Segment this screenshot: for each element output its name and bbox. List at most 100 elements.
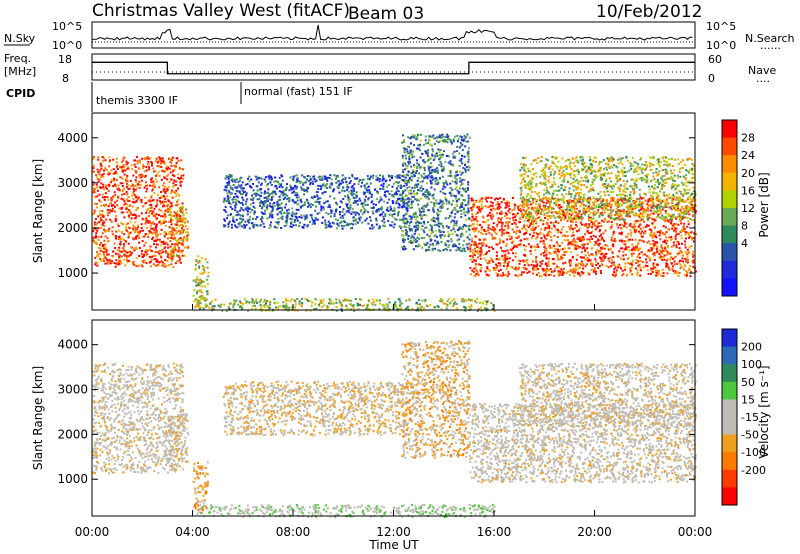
scatter-cell	[574, 245, 577, 248]
scatter-cell	[271, 309, 274, 312]
scatter-cell	[584, 248, 587, 251]
scatter-cell	[582, 244, 585, 247]
scatter-cell	[636, 269, 639, 272]
scatter-cell	[300, 188, 303, 191]
scatter-cell	[102, 254, 105, 257]
scatter-cell	[175, 189, 178, 192]
scatter-cell	[259, 224, 262, 227]
freq-label-top: Freq.	[4, 52, 31, 65]
scatter-cell	[367, 299, 370, 301]
scatter-cell	[106, 187, 109, 190]
scatter-cell	[176, 250, 179, 253]
scatter-cell	[261, 220, 263, 223]
scatter-cell	[175, 254, 178, 257]
scatter-cell	[130, 246, 133, 249]
scatter-cell	[455, 186, 458, 189]
scatter-cell	[597, 238, 599, 241]
scatter-cell	[160, 223, 163, 226]
scatter-cell	[347, 190, 350, 193]
scatter-cell	[430, 144, 433, 147]
scatter-cell	[259, 195, 262, 197]
scatter-cell	[511, 259, 514, 262]
scatter-cell	[169, 178, 172, 181]
scatter-cell	[686, 198, 689, 201]
scatter-cell	[415, 138, 418, 141]
scatter-cell	[263, 178, 266, 181]
scatter-cell	[617, 197, 620, 200]
scatter-cell	[416, 162, 419, 165]
scatter-cell	[450, 229, 453, 232]
scatter-cell	[429, 238, 432, 241]
scatter-cell	[595, 241, 597, 244]
scatter-cell	[308, 204, 311, 207]
scatter-cell	[570, 250, 573, 253]
scatter-cell	[434, 247, 437, 250]
scatter-cell	[157, 160, 160, 163]
scatter-cell	[132, 191, 135, 194]
scatter-cell	[518, 209, 520, 212]
scatter-cell	[176, 200, 178, 203]
scatter-cell	[557, 270, 560, 273]
scatter-cell	[283, 224, 286, 227]
scatter-cell	[230, 223, 233, 226]
scatter-cell	[329, 186, 332, 189]
scatter-cell	[424, 169, 426, 172]
scatter-cell	[409, 206, 412, 209]
scatter-cell	[557, 198, 560, 201]
scatter-cell	[426, 241, 429, 244]
scatter-cell	[669, 252, 672, 255]
scatter-cell	[293, 184, 296, 187]
scatter-cell	[138, 186, 141, 189]
scatter-cell	[317, 184, 320, 187]
scatter-cell	[652, 246, 655, 249]
scatter-cell	[156, 260, 159, 263]
scatter-cell	[310, 216, 313, 219]
scatter-cell	[234, 180, 237, 183]
scatter-cell	[418, 172, 421, 175]
scatter-cell	[418, 303, 421, 306]
scatter-cell	[179, 232, 182, 235]
scatter-cell	[148, 157, 150, 160]
scatter-cell	[114, 184, 117, 187]
scatter-cell	[640, 251, 643, 254]
scatter-cell	[120, 237, 123, 240]
scatter-cell	[579, 274, 582, 277]
scatter-cell	[177, 173, 180, 176]
scatter-cell	[319, 188, 322, 191]
scatter-cell	[111, 230, 114, 233]
scatter-cell	[480, 251, 483, 254]
scatter-cell	[306, 298, 309, 301]
scatter-cell	[457, 229, 460, 231]
scatter-cell	[119, 238, 122, 240]
scatter-cell	[268, 212, 271, 215]
scatter-cell	[505, 213, 508, 216]
scatter-cell	[325, 187, 328, 189]
scatter-cell	[121, 193, 123, 196]
scatter-cell	[550, 239, 553, 242]
scatter-cell	[105, 169, 108, 172]
scatter-cell	[164, 224, 167, 227]
scatter-cell	[675, 230, 677, 233]
scatter-cell	[458, 159, 461, 162]
scatter-cell	[240, 184, 243, 187]
scatter-cell	[325, 184, 327, 187]
scatter-cell	[335, 309, 338, 312]
scatter-cell	[174, 238, 177, 241]
scatter-cell	[314, 200, 317, 203]
scatter-cell	[309, 181, 312, 184]
scatter-cell	[594, 258, 597, 261]
scatter-cell	[183, 236, 186, 239]
scatter-cell	[323, 185, 326, 188]
scatter-cell	[174, 165, 177, 168]
scatter-cell	[358, 217, 361, 220]
scatter-cell	[340, 201, 343, 204]
scatter-cell	[479, 257, 482, 260]
scatter-cell	[224, 209, 227, 212]
scatter-cell	[142, 261, 145, 264]
scatter-cell	[409, 241, 412, 244]
scatter-cell	[680, 237, 683, 240]
scatter-cell	[635, 198, 638, 201]
scatter-cell	[391, 214, 394, 216]
scatter-cell	[684, 246, 687, 249]
scatter-cell	[104, 247, 107, 250]
